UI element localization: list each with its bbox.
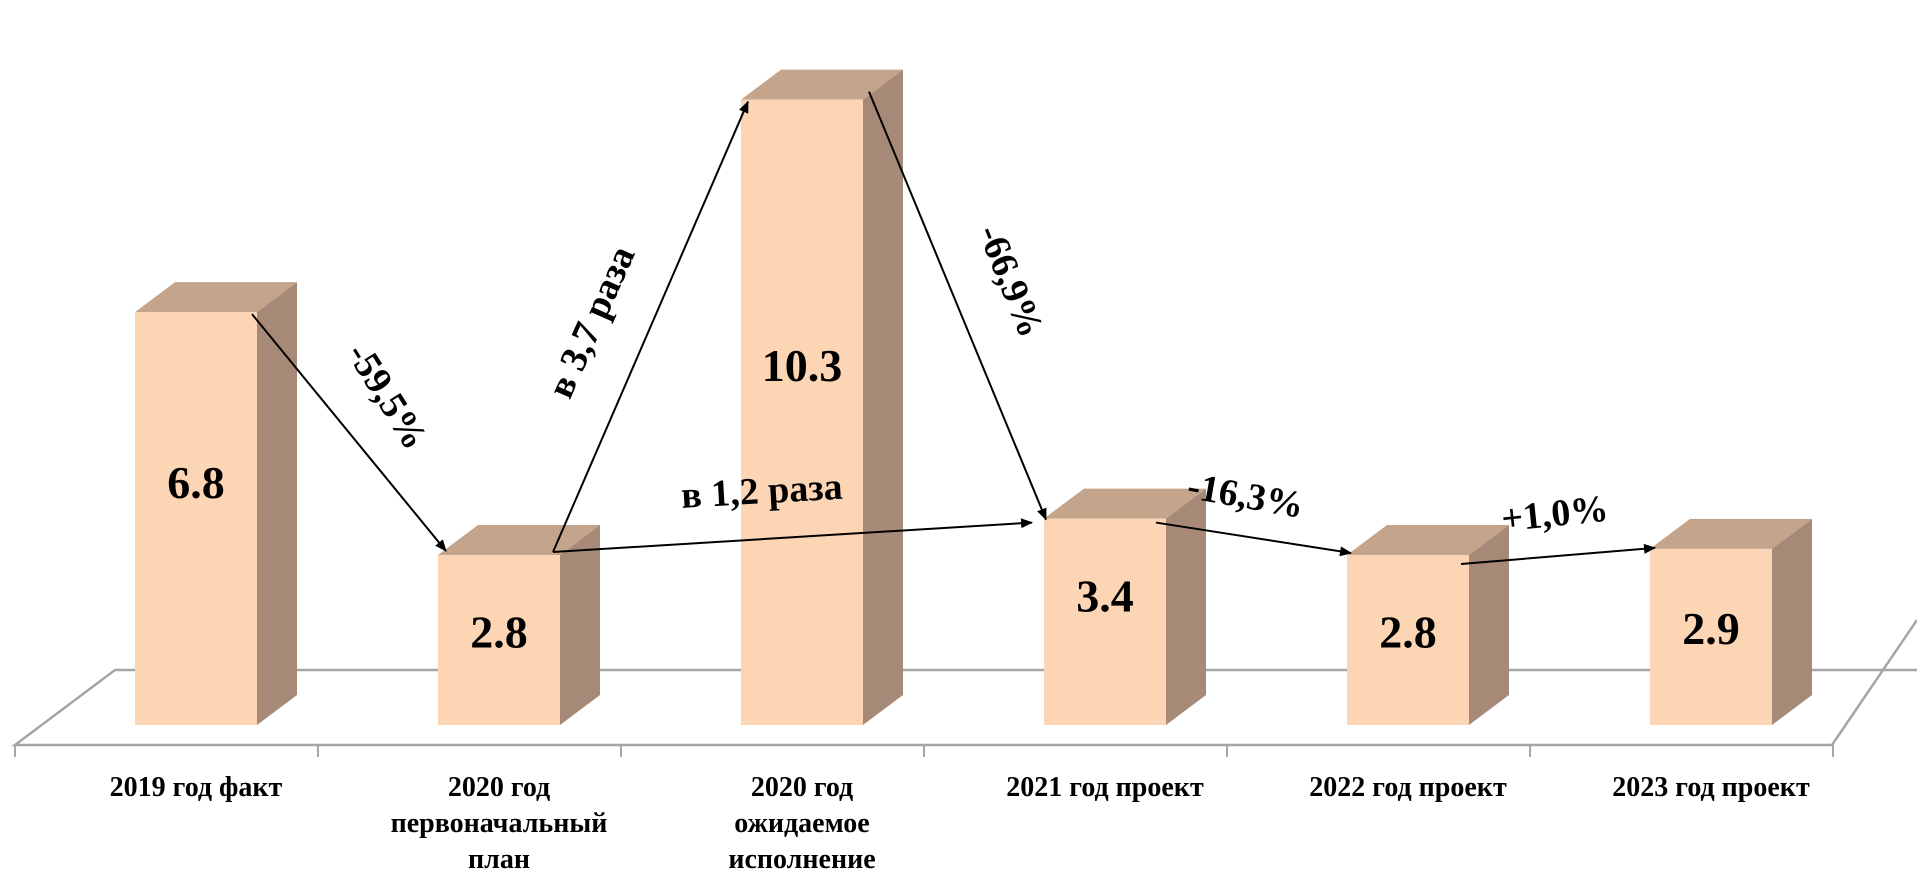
bar-group: 6.8 2.8 10.3 3.4 2.8 2.9 — [135, 69, 1812, 725]
category-label: 2020 год ожидаемое исполнение — [652, 770, 952, 878]
change-arrow — [868, 91, 1047, 521]
change-arrows: -59,5% в 3,7 раза -66,9%в 1,2 раза -16,3% +1… — [251, 91, 1656, 565]
change-arrow — [552, 100, 749, 553]
change-arrow — [251, 313, 447, 552]
bar-top-face — [438, 525, 600, 555]
category-label: 2019 год факт — [46, 770, 346, 806]
bar-side-face — [1469, 525, 1509, 725]
change-label: в 1,2 раза — [680, 466, 844, 517]
category-label-line: первоначальный — [390, 808, 608, 839]
bar-front-face — [741, 99, 863, 725]
category-label-line: 2019 год факт — [109, 772, 283, 803]
bar-top-face — [1347, 525, 1509, 555]
bar-value-label: 3.4 — [1076, 570, 1134, 621]
change-label: +1,0% — [1499, 488, 1610, 541]
bar-front-face — [1044, 518, 1166, 725]
category-label-line: исполнение — [728, 844, 876, 875]
bar-front-face — [1347, 555, 1469, 725]
bar-top-face — [1650, 518, 1812, 549]
change-arrow — [552, 518, 1033, 553]
bar-value-label: 2.8 — [1379, 607, 1437, 658]
category-label: 2021 год проект — [955, 770, 1255, 806]
change-label: -66,9% — [969, 219, 1052, 343]
bar-top-face — [1044, 488, 1206, 519]
change-annotation: в 1,2 раза — [552, 466, 1033, 553]
category-label: 2020 год первоначальный план — [349, 770, 649, 878]
bar-value-label: 10.3 — [762, 340, 843, 391]
change-arrow — [1155, 521, 1352, 557]
bar: 2.9 — [1650, 518, 1812, 725]
bar-top-face — [741, 69, 903, 100]
category-label-line: 2022 год проект — [1309, 772, 1507, 803]
floor-outline — [11, 619, 1917, 747]
bar-front-face — [135, 312, 257, 725]
bar-value-label: 2.9 — [1682, 603, 1740, 654]
bar-side-face — [560, 525, 600, 725]
category-label-line: 2020 год — [447, 772, 551, 803]
bar-value-label: 2.8 — [470, 607, 528, 658]
bar-side-face — [257, 282, 297, 725]
bar-side-face — [1772, 518, 1812, 725]
bar: 2.8 — [438, 525, 600, 725]
category-label-line: ожидаемое — [734, 808, 870, 839]
category-label-line: план — [468, 844, 530, 875]
bar: 2.8 — [1347, 525, 1509, 725]
bar-value-label: 6.8 — [167, 457, 225, 508]
category-label-line: 2020 год — [750, 772, 854, 803]
chart-floor — [11, 619, 1917, 757]
bar-side-face — [1166, 488, 1206, 725]
bar: 3.4 — [1044, 488, 1206, 725]
change-arrow — [1460, 543, 1656, 565]
category-label-line: 2021 год проект — [1006, 772, 1204, 803]
category-label: 2023 год проект — [1561, 770, 1861, 806]
bar-front-face — [1650, 548, 1772, 725]
bar-front-face — [438, 555, 560, 725]
bar-top-face — [135, 282, 297, 313]
bar: 10.3 — [741, 69, 903, 725]
bar-side-face — [863, 69, 903, 725]
category-label-line: 2023 год проект — [1612, 772, 1810, 803]
category-label: 2022 год проект — [1258, 770, 1558, 806]
bar: 6.8 — [135, 282, 297, 725]
